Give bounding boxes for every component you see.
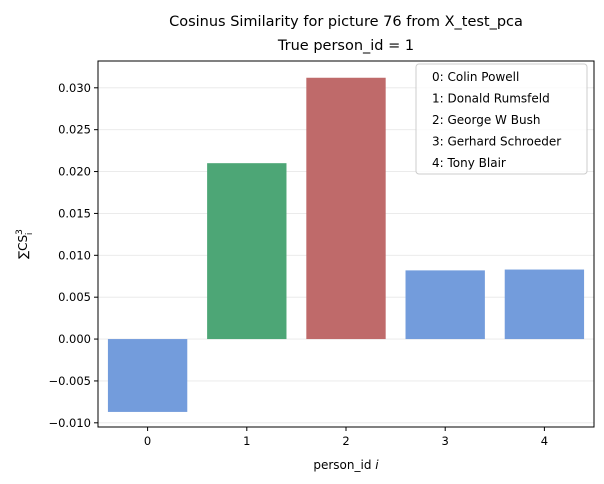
plot-frame xyxy=(97,60,595,428)
y-axis-label: ∑CS3i xyxy=(15,229,35,259)
x-tick-label: 4 xyxy=(541,434,548,448)
y-tick-label: 0.025 xyxy=(58,123,91,137)
y-tick-label: −0.010 xyxy=(48,416,91,430)
y-tick-label: −0.005 xyxy=(48,374,91,388)
legend-entry: 4: Tony Blair xyxy=(432,156,506,170)
legend-entry: 2: George W Bush xyxy=(432,113,540,127)
legend-entry: 0: Colin Powell xyxy=(432,70,519,84)
chart-title: Cosinus Similarity for picture 76 from X… xyxy=(169,14,523,30)
y-tick-label: 0.020 xyxy=(58,165,91,179)
y-tick-label: 0.005 xyxy=(58,290,91,304)
y-tick-label: 0.030 xyxy=(58,81,91,95)
bars xyxy=(107,77,585,412)
bar-0 xyxy=(107,339,188,412)
bar-1 xyxy=(207,163,287,340)
bar-3 xyxy=(405,270,485,340)
legend: 0: Colin Powell 1: Donald Rumsfeld 2: Geor… xyxy=(415,63,588,175)
legend-box xyxy=(415,63,588,175)
x-tick-label: 0 xyxy=(144,434,151,448)
x-tick-label: 2 xyxy=(342,434,349,448)
legend-entry: 3: Gerhard Schroeder xyxy=(432,135,561,149)
y-axis: −0.010 −0.005 0.000 0.005 0.010 0.015 0.020 0.0… xyxy=(48,81,98,430)
y-tick-label: 0.010 xyxy=(58,248,91,262)
x-axis-label: person_id i xyxy=(313,458,379,472)
y-tick-label: 0.000 xyxy=(58,332,91,346)
x-tick-label: 1 xyxy=(243,434,250,448)
bar-4 xyxy=(504,269,585,340)
y-tick-label: 0.015 xyxy=(58,206,91,220)
x-axis: 0 1 2 3 4 xyxy=(144,427,548,448)
x-tick-label: 3 xyxy=(442,434,449,448)
bar-2 xyxy=(306,77,386,340)
chart-subtitle: True person_id = 1 xyxy=(277,38,414,54)
legend-entry: 1: Donald Rumsfeld xyxy=(432,92,550,106)
